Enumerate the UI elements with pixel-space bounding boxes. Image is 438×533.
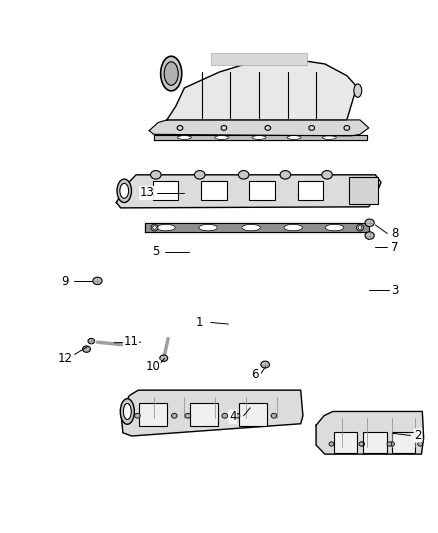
- Ellipse shape: [117, 179, 131, 203]
- Text: 13: 13: [139, 187, 154, 199]
- Bar: [238, 403, 266, 426]
- Polygon shape: [120, 390, 302, 436]
- Bar: [297, 181, 322, 200]
- Bar: [333, 432, 357, 453]
- Polygon shape: [145, 223, 368, 232]
- Bar: [189, 403, 217, 426]
- Ellipse shape: [279, 171, 290, 179]
- Ellipse shape: [120, 183, 128, 198]
- Text: 1: 1: [195, 316, 203, 329]
- Ellipse shape: [417, 442, 421, 446]
- Ellipse shape: [177, 136, 191, 140]
- Ellipse shape: [328, 442, 333, 446]
- Ellipse shape: [271, 414, 276, 418]
- Text: 2: 2: [413, 429, 421, 442]
- Ellipse shape: [321, 136, 336, 140]
- Bar: [249, 181, 274, 200]
- Ellipse shape: [251, 136, 265, 140]
- Bar: [363, 432, 386, 453]
- Ellipse shape: [123, 403, 131, 419]
- Ellipse shape: [364, 232, 373, 239]
- Text: 7: 7: [390, 241, 398, 254]
- Ellipse shape: [222, 414, 227, 418]
- Text: 9: 9: [61, 275, 69, 288]
- Ellipse shape: [358, 442, 363, 446]
- Ellipse shape: [88, 338, 95, 344]
- Polygon shape: [116, 175, 380, 208]
- Text: 6: 6: [250, 368, 258, 381]
- Bar: [391, 432, 414, 453]
- Ellipse shape: [283, 224, 302, 231]
- Ellipse shape: [82, 346, 90, 352]
- Bar: [152, 181, 178, 200]
- Ellipse shape: [356, 224, 363, 231]
- Ellipse shape: [171, 414, 177, 418]
- Text: 8: 8: [391, 227, 398, 240]
- Ellipse shape: [386, 442, 391, 446]
- Ellipse shape: [234, 414, 239, 418]
- Text: 4: 4: [228, 410, 236, 423]
- Ellipse shape: [160, 56, 181, 91]
- Ellipse shape: [359, 442, 364, 446]
- Ellipse shape: [321, 171, 332, 179]
- Ellipse shape: [198, 224, 217, 231]
- Ellipse shape: [164, 62, 178, 85]
- Bar: [210, 53, 307, 65]
- Text: 10: 10: [145, 360, 160, 373]
- Ellipse shape: [238, 171, 248, 179]
- Ellipse shape: [214, 136, 228, 140]
- Text: 5: 5: [152, 245, 159, 258]
- Ellipse shape: [286, 136, 300, 140]
- Ellipse shape: [156, 224, 175, 231]
- Bar: [348, 177, 377, 204]
- Polygon shape: [149, 120, 368, 136]
- Ellipse shape: [93, 277, 102, 285]
- Bar: [139, 403, 167, 426]
- Polygon shape: [315, 411, 423, 454]
- Polygon shape: [166, 59, 355, 120]
- Ellipse shape: [120, 399, 134, 424]
- Text: 12: 12: [57, 352, 72, 365]
- Text: 3: 3: [391, 284, 398, 297]
- Bar: [201, 181, 226, 200]
- Ellipse shape: [159, 355, 167, 361]
- Ellipse shape: [241, 224, 260, 231]
- Ellipse shape: [152, 226, 156, 229]
- Ellipse shape: [325, 224, 343, 231]
- Ellipse shape: [353, 84, 361, 98]
- Ellipse shape: [151, 224, 158, 231]
- Ellipse shape: [150, 171, 161, 179]
- Ellipse shape: [389, 442, 393, 446]
- Ellipse shape: [194, 171, 205, 179]
- Text: 11: 11: [123, 335, 138, 348]
- Ellipse shape: [260, 361, 269, 368]
- Ellipse shape: [364, 219, 373, 227]
- Ellipse shape: [134, 414, 140, 418]
- Ellipse shape: [357, 226, 361, 229]
- Polygon shape: [153, 135, 366, 140]
- Ellipse shape: [185, 414, 190, 418]
